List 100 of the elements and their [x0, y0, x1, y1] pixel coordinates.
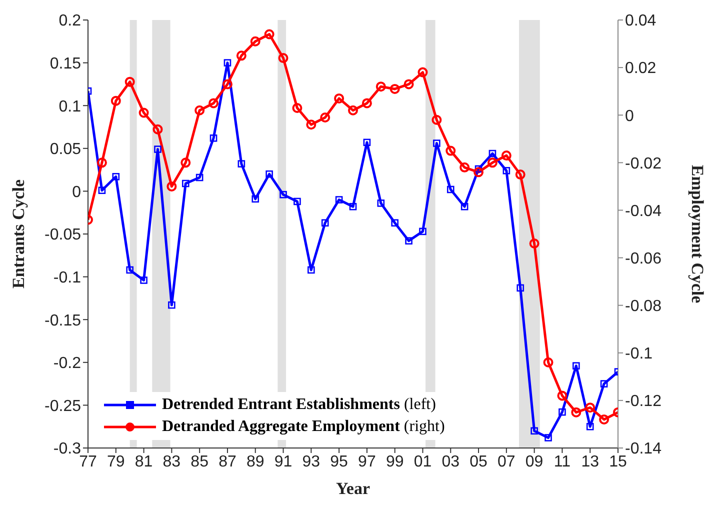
y-tick-label: -0.25 [44, 398, 82, 415]
point [222, 79, 232, 90]
y-tick-label: -0.2 [53, 355, 82, 372]
point [110, 96, 121, 106]
point [208, 98, 219, 108]
point [502, 167, 510, 174]
y2-tick-label: 0.02 [625, 60, 656, 78]
point [474, 165, 482, 173]
point [196, 174, 204, 182]
y2-tick-label: -0.04 [625, 202, 662, 220]
point [529, 238, 540, 249]
point [501, 150, 512, 161]
point [280, 190, 287, 198]
point [250, 36, 260, 46]
point [166, 181, 177, 192]
x-tick-label: 05 [470, 453, 488, 470]
x-tick-label: 79 [106, 453, 125, 470]
y-tick-label: 0.05 [50, 141, 82, 158]
point [266, 170, 273, 178]
y-tick-label: 0.1 [58, 98, 82, 116]
point [544, 434, 552, 442]
point [182, 180, 190, 188]
x-tick-label: 11 [554, 453, 571, 470]
x-tick-label: 13 [581, 453, 600, 470]
point [124, 76, 135, 87]
y2-tick-label: -0.1 [625, 346, 653, 363]
legend-label: Detranded Aggregate Employment (right) [162, 418, 445, 436]
y-tick-label: -0.15 [44, 312, 82, 330]
point [558, 408, 566, 416]
point [335, 196, 343, 204]
point [404, 79, 414, 90]
x-tick-label: 09 [525, 453, 544, 470]
point [168, 301, 176, 309]
point [487, 158, 498, 168]
y2-tick-label: -0.12 [625, 393, 662, 410]
point [391, 219, 398, 227]
point [390, 84, 400, 94]
x-tick-label: 95 [330, 453, 348, 470]
x-tick-label: 93 [302, 453, 320, 470]
point [530, 427, 538, 435]
point [278, 53, 288, 64]
point [236, 50, 246, 61]
x-tick-label: 89 [246, 453, 264, 470]
x-tick-label: 07 [498, 453, 516, 470]
point [516, 284, 524, 292]
point [334, 93, 344, 104]
x-tick-label: 81 [134, 453, 153, 470]
point [571, 407, 582, 418]
point [348, 105, 358, 116]
point [543, 357, 554, 368]
point [585, 402, 596, 413]
y2-tick-label: -0.08 [625, 298, 662, 316]
point [446, 146, 456, 156]
x-tick-label: 03 [442, 453, 460, 470]
point [306, 120, 316, 130]
x-tick-label: 97 [358, 453, 376, 470]
x-tick-label: 77 [79, 453, 97, 470]
y-tick-label: 0 [72, 184, 82, 201]
point [432, 114, 442, 125]
y-axis-title: Entrants Cycle [9, 179, 28, 289]
point [418, 67, 428, 78]
point [446, 186, 454, 194]
point [460, 162, 470, 172]
point [152, 124, 163, 134]
x-tick-label: 85 [190, 453, 209, 470]
y2-tick-label: -0.02 [625, 155, 662, 172]
y2-tick-label: 0 [625, 108, 634, 125]
point [210, 134, 218, 142]
point [112, 173, 120, 180]
point [515, 170, 526, 180]
point [599, 414, 610, 424]
point [292, 102, 302, 113]
point [488, 150, 496, 158]
x-axis-title: Year [336, 479, 370, 498]
point [264, 29, 274, 40]
point [252, 195, 260, 203]
point [419, 228, 426, 236]
point [363, 138, 371, 146]
point [224, 59, 232, 66]
point [126, 266, 134, 274]
y-tick-label: -0.1 [53, 269, 82, 286]
x-tick-label: 99 [386, 453, 404, 470]
point [376, 82, 386, 92]
point [98, 186, 106, 194]
point [238, 160, 246, 168]
point [586, 422, 594, 430]
point [362, 98, 372, 108]
point [294, 198, 301, 206]
point [96, 158, 107, 168]
y2-axis-title: Employment Cycle [688, 164, 707, 304]
y2-tick-label: -0.06 [625, 250, 662, 268]
legend-label: Detrended Entrant Establishments (left) [162, 396, 436, 414]
point [320, 112, 330, 122]
y-tick-label: -0.05 [44, 226, 82, 244]
point [600, 380, 608, 388]
point [405, 237, 412, 244]
point [557, 390, 568, 401]
point [460, 202, 468, 210]
point [308, 266, 315, 274]
x-tick-label: 15 [609, 453, 627, 470]
